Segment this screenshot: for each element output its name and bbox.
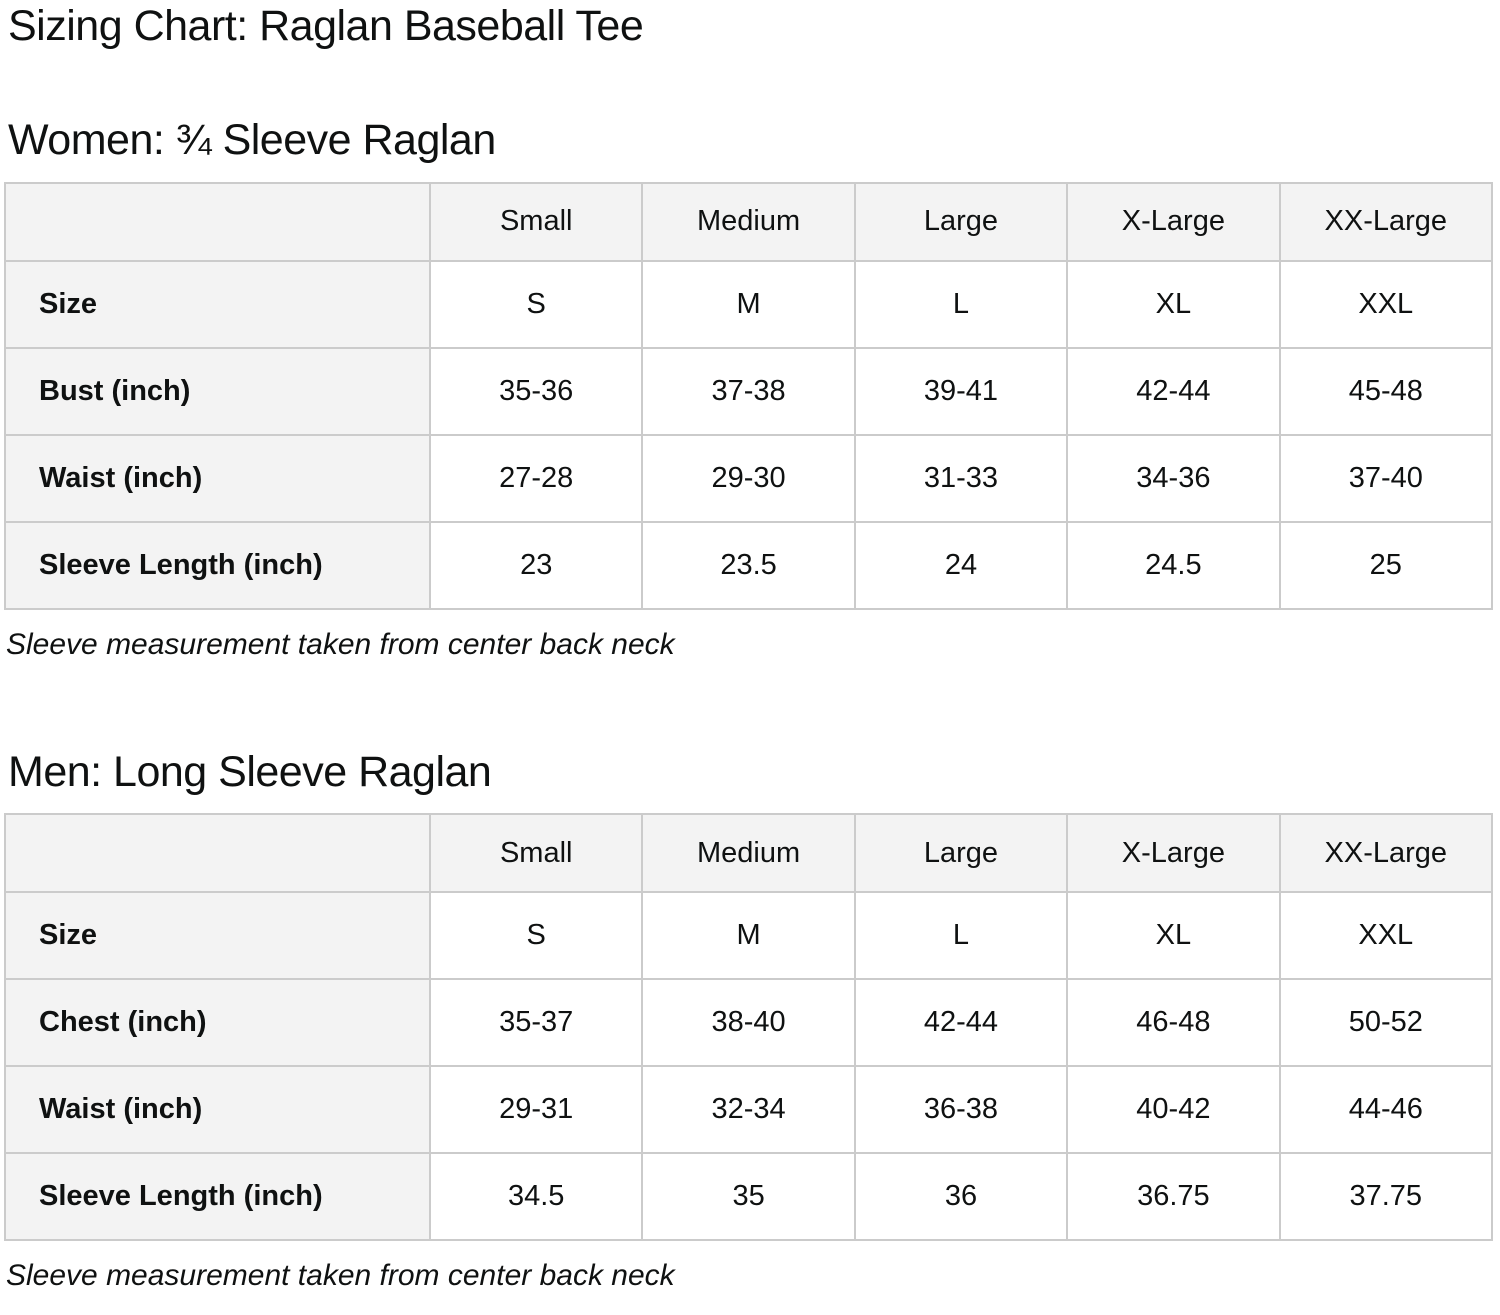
table-cell: 31-33	[853, 433, 1069, 523]
row-label: Sleeve Length (inch)	[4, 1152, 431, 1242]
women-sleeve-note: Sleeve measurement taken from center bac…	[6, 627, 675, 661]
table-cell: L	[853, 891, 1069, 981]
row-label: Chest (inch)	[4, 978, 431, 1068]
table-cell: M	[641, 259, 856, 349]
table-cell: 23.5	[641, 520, 856, 610]
column-header-xlarge: X-Large	[1066, 181, 1281, 262]
table-cell: S	[428, 259, 644, 349]
column-header-blank	[4, 181, 431, 262]
table-cell: 45-48	[1278, 346, 1494, 436]
table-cell: 37-40	[1278, 433, 1494, 523]
table-cell: 27-28	[428, 433, 644, 523]
row-label: Bust (inch)	[4, 346, 431, 436]
table-cell: 35	[641, 1152, 856, 1242]
column-header-blank	[4, 813, 431, 894]
table-cell: 36	[853, 1152, 1069, 1242]
men-table-header-row: Small Medium Large X-Large XX-Large	[4, 813, 1494, 894]
page-title: Sizing Chart: Raglan Baseball Tee	[8, 2, 644, 50]
table-cell: 35-37	[428, 978, 644, 1068]
column-header-small: Small	[428, 181, 644, 262]
table-cell: L	[853, 259, 1069, 349]
table-cell: 34.5	[428, 1152, 644, 1242]
table-cell: 38-40	[641, 978, 856, 1068]
table-cell: 24.5	[1066, 520, 1281, 610]
table-cell: 36-38	[853, 1065, 1069, 1155]
women-table-header-row: Small Medium Large X-Large XX-Large	[4, 181, 1494, 262]
column-header-xlarge: X-Large	[1066, 813, 1281, 894]
table-cell: 39-41	[853, 346, 1069, 436]
table-cell: XXL	[1278, 259, 1494, 349]
women-sleeve-row: Sleeve Length (inch) 23 23.5 24 24.5 25	[4, 520, 1494, 610]
table-cell: 50-52	[1278, 978, 1494, 1068]
table-cell: XXL	[1278, 891, 1494, 981]
men-chest-row: Chest (inch) 35-37 38-40 42-44 46-48 50-…	[4, 978, 1494, 1068]
women-section: Women: ¾ Sleeve Raglan Small Medium Larg…	[0, 116, 1500, 663]
table-cell: 37-38	[641, 346, 856, 436]
table-cell: 29-31	[428, 1065, 644, 1155]
men-sleeve-note: Sleeve measurement taken from center bac…	[6, 1259, 675, 1293]
women-size-row: Size S M L XL XXL	[4, 259, 1494, 349]
table-cell: S	[428, 891, 644, 981]
table-cell: M	[641, 891, 856, 981]
table-cell: XL	[1066, 259, 1281, 349]
table-cell: 46-48	[1066, 978, 1281, 1068]
column-header-xxlarge: XX-Large	[1278, 813, 1494, 894]
table-cell: 29-30	[641, 433, 856, 523]
row-label: Waist (inch)	[4, 433, 431, 523]
column-header-xxlarge: XX-Large	[1278, 181, 1494, 262]
table-cell: 36.75	[1066, 1152, 1281, 1242]
table-cell: 25	[1278, 520, 1494, 610]
table-cell: 24	[853, 520, 1069, 610]
column-header-large: Large	[853, 181, 1069, 262]
row-label: Waist (inch)	[4, 1065, 431, 1155]
men-size-row: Size S M L XL XXL	[4, 891, 1494, 981]
row-label: Size	[4, 259, 431, 349]
women-waist-row: Waist (inch) 27-28 29-30 31-33 34-36 37-…	[4, 433, 1494, 523]
column-header-small: Small	[428, 813, 644, 894]
column-header-large: Large	[853, 813, 1069, 894]
column-header-medium: Medium	[641, 813, 856, 894]
table-cell: 42-44	[1066, 346, 1281, 436]
column-header-medium: Medium	[641, 181, 856, 262]
men-sleeve-row: Sleeve Length (inch) 34.5 35 36 36.75 37…	[4, 1152, 1494, 1242]
table-cell: 37.75	[1278, 1152, 1494, 1242]
men-waist-row: Waist (inch) 29-31 32-34 36-38 40-42 44-…	[4, 1065, 1494, 1155]
table-cell: 23	[428, 520, 644, 610]
table-cell: XL	[1066, 891, 1281, 981]
row-label: Size	[4, 891, 431, 981]
row-label: Sleeve Length (inch)	[4, 520, 431, 610]
table-cell: 42-44	[853, 978, 1069, 1068]
women-bust-row: Bust (inch) 35-36 37-38 39-41 42-44 45-4…	[4, 346, 1494, 436]
women-section-heading: Women: ¾ Sleeve Raglan	[8, 116, 496, 165]
women-sizing-table: Small Medium Large X-Large XX-Large Size…	[4, 181, 1494, 610]
table-cell: 44-46	[1278, 1065, 1494, 1155]
table-cell: 40-42	[1066, 1065, 1281, 1155]
table-cell: 34-36	[1066, 433, 1281, 523]
men-sizing-table: Small Medium Large X-Large XX-Large Size…	[4, 813, 1494, 1242]
men-section-heading: Men: Long Sleeve Raglan	[8, 748, 492, 797]
men-section: Men: Long Sleeve Raglan Small Medium Lar…	[0, 748, 1500, 1295]
table-cell: 35-36	[428, 346, 644, 436]
table-cell: 32-34	[641, 1065, 856, 1155]
